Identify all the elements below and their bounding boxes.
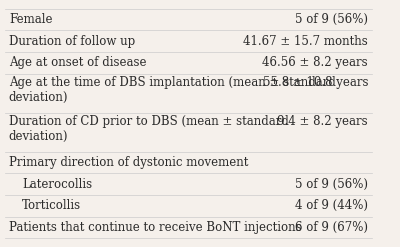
Text: Patients that continue to receive BoNT injections: Patients that continue to receive BoNT i… (9, 221, 302, 234)
Text: Female: Female (9, 13, 52, 26)
Text: 5 of 9 (56%): 5 of 9 (56%) (295, 13, 368, 26)
Text: 5 of 9 (56%): 5 of 9 (56%) (295, 178, 368, 191)
Text: Laterocollis: Laterocollis (22, 178, 92, 191)
Text: Age at the time of DBS implantation (mean ± standard
deviation): Age at the time of DBS implantation (mea… (9, 76, 336, 104)
Text: 46.56 ± 8.2 years: 46.56 ± 8.2 years (262, 56, 368, 69)
Text: 6 of 9 (67%): 6 of 9 (67%) (295, 221, 368, 234)
Text: Primary direction of dystonic movement: Primary direction of dystonic movement (9, 156, 248, 169)
Text: 9.4 ± 8.2 years: 9.4 ± 8.2 years (278, 115, 368, 128)
Text: 41.67 ± 15.7 months: 41.67 ± 15.7 months (243, 35, 368, 48)
Text: Torticollis: Torticollis (22, 199, 81, 212)
Text: 4 of 9 (44%): 4 of 9 (44%) (295, 199, 368, 212)
Text: Duration of follow up: Duration of follow up (9, 35, 135, 48)
Text: Age at onset of disease: Age at onset of disease (9, 56, 146, 69)
Text: 55.8 ± 10.8 years: 55.8 ± 10.8 years (262, 76, 368, 89)
Text: Duration of CD prior to DBS (mean ± standard
deviation): Duration of CD prior to DBS (mean ± stan… (9, 115, 289, 143)
